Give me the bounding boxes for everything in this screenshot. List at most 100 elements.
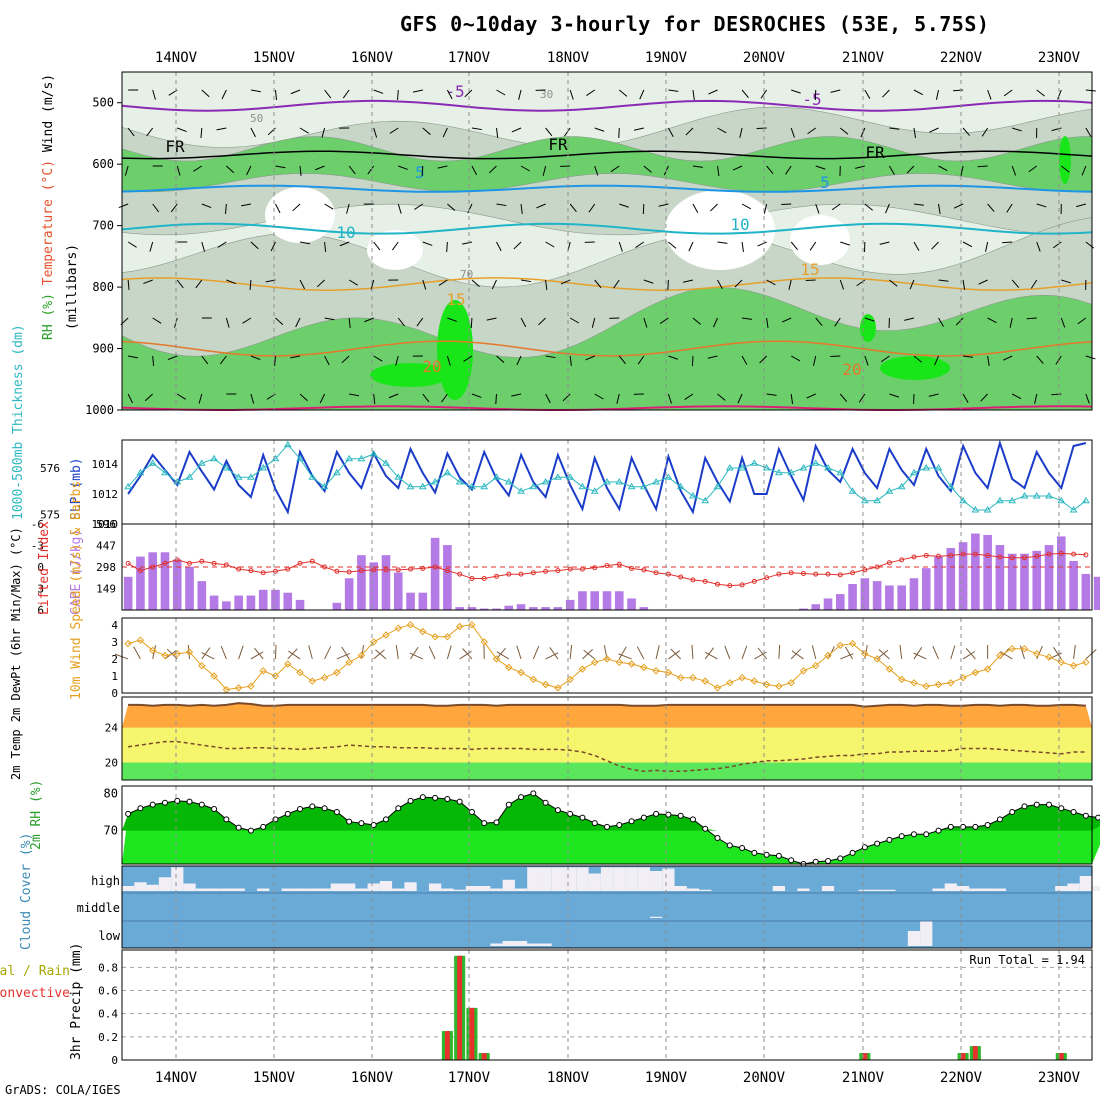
wind-barb xyxy=(960,165,964,176)
wind-speed-marker xyxy=(394,624,403,632)
cape-bar xyxy=(136,556,145,610)
lifted-index-marker xyxy=(481,575,487,581)
wind-barb xyxy=(888,165,895,175)
precip-legend-convective: Convective xyxy=(0,986,70,1001)
wind-barb xyxy=(717,165,720,176)
wind-barb xyxy=(127,279,130,291)
wind-barb xyxy=(225,317,230,328)
wind-barb xyxy=(790,355,801,362)
lifted-index-marker xyxy=(543,568,549,574)
upper-ylabel: RH (%) Temperature (°C) Wind (m/s) xyxy=(41,74,56,340)
wind-barb xyxy=(913,127,917,138)
thickness-marker xyxy=(799,464,808,471)
wind-barb xyxy=(149,241,154,252)
rh2m-marker xyxy=(763,851,770,858)
lifted-index-marker xyxy=(1021,555,1027,561)
cape-bar xyxy=(271,589,280,610)
thickness-tick-label: 576 xyxy=(40,462,60,475)
lifted-index-marker xyxy=(837,572,843,578)
wind-barb xyxy=(688,241,694,252)
cape-bar xyxy=(246,595,256,610)
wind-barb xyxy=(250,127,256,138)
thickness-marker xyxy=(627,482,636,490)
slp-tick-label: 1012 xyxy=(92,488,119,501)
temp-band-low xyxy=(122,762,1092,780)
wind-barb xyxy=(520,165,530,172)
lifted-index-marker xyxy=(408,566,414,572)
cloud-clear-bar xyxy=(649,916,663,918)
rh2m-marker xyxy=(309,803,316,810)
lifted-index-marker xyxy=(395,567,401,573)
temp-band-mid xyxy=(122,727,1092,763)
wind-barb xyxy=(389,127,399,134)
chart-title: GFS 0~10day 3-hourly for DESROCHES (53E,… xyxy=(400,12,990,36)
wind-barb xyxy=(1051,127,1062,132)
isotherm-label: 5 xyxy=(820,173,830,192)
thickness-marker xyxy=(676,482,685,490)
thickness-marker xyxy=(394,473,403,480)
lifted-index-marker xyxy=(641,567,647,573)
rh2m-marker xyxy=(149,801,156,808)
thickness-marker xyxy=(283,440,292,448)
wind-barb-10m xyxy=(569,644,573,659)
wind-barb xyxy=(538,317,546,326)
wind-barb xyxy=(1030,279,1038,289)
wind-barb-10m xyxy=(496,651,510,660)
wind-barb xyxy=(757,241,767,247)
wind-barb xyxy=(839,127,849,135)
wind-barb xyxy=(193,165,203,172)
cape-bar xyxy=(823,598,833,610)
wind-barb xyxy=(807,127,817,135)
rh2m-marker xyxy=(125,810,132,817)
cloud-clear-bar xyxy=(637,867,650,891)
wind-barb xyxy=(790,127,795,138)
wind-barb xyxy=(446,355,451,366)
cape-bar xyxy=(565,599,575,610)
cloud-clear-bar xyxy=(183,883,196,891)
wind-barb xyxy=(962,241,973,248)
wind-barb xyxy=(217,241,227,248)
cloud-clear-bar xyxy=(478,886,491,891)
wind-barb-10m xyxy=(691,644,694,659)
cape-bar xyxy=(1081,573,1091,610)
cloud-clear-bar xyxy=(625,867,638,891)
cloud-clear-bar xyxy=(920,921,933,946)
wind-barb-10m xyxy=(238,645,244,660)
wind-barb xyxy=(766,279,776,286)
wind-barb xyxy=(463,355,473,362)
wind-barb xyxy=(324,317,335,321)
wind-barb xyxy=(250,241,259,250)
wind-barb xyxy=(692,317,701,325)
wind-barb xyxy=(978,279,988,285)
wind-barb xyxy=(889,279,898,287)
cloud-clear-bar xyxy=(465,886,479,891)
wind-barb-10m xyxy=(1036,645,1043,660)
wind-barb xyxy=(1012,127,1022,132)
thickness-marker xyxy=(811,459,820,466)
cloud-clear-bar xyxy=(993,888,1007,891)
rh2m-marker xyxy=(1058,805,1065,812)
wind-speed-marker xyxy=(431,633,439,641)
upper-ytick-label: 800 xyxy=(92,280,114,294)
rh2m-marker xyxy=(702,825,709,832)
thickness-marker xyxy=(247,473,255,480)
wind-barb xyxy=(200,127,203,139)
lifted-index-marker xyxy=(1083,552,1089,558)
wind-barb xyxy=(756,127,767,130)
cloud-clear-bar xyxy=(539,867,552,891)
wind-barb xyxy=(299,279,306,290)
wind-speed-marker xyxy=(406,621,415,629)
thickness-marker xyxy=(689,492,697,499)
thickness-marker xyxy=(296,454,304,462)
wind-barb xyxy=(668,89,679,92)
wind-barb xyxy=(471,127,482,131)
wind-barb xyxy=(717,393,726,401)
cloud-clear-bar xyxy=(343,883,356,891)
cloud-clear-bar xyxy=(514,941,528,946)
lifted-index-marker xyxy=(1046,551,1052,557)
wind-barb xyxy=(788,279,792,290)
wind-speed-marker xyxy=(161,651,169,660)
wind-barb xyxy=(486,317,497,321)
wind-barb xyxy=(805,279,816,282)
cloud-clear-bar xyxy=(588,873,601,891)
